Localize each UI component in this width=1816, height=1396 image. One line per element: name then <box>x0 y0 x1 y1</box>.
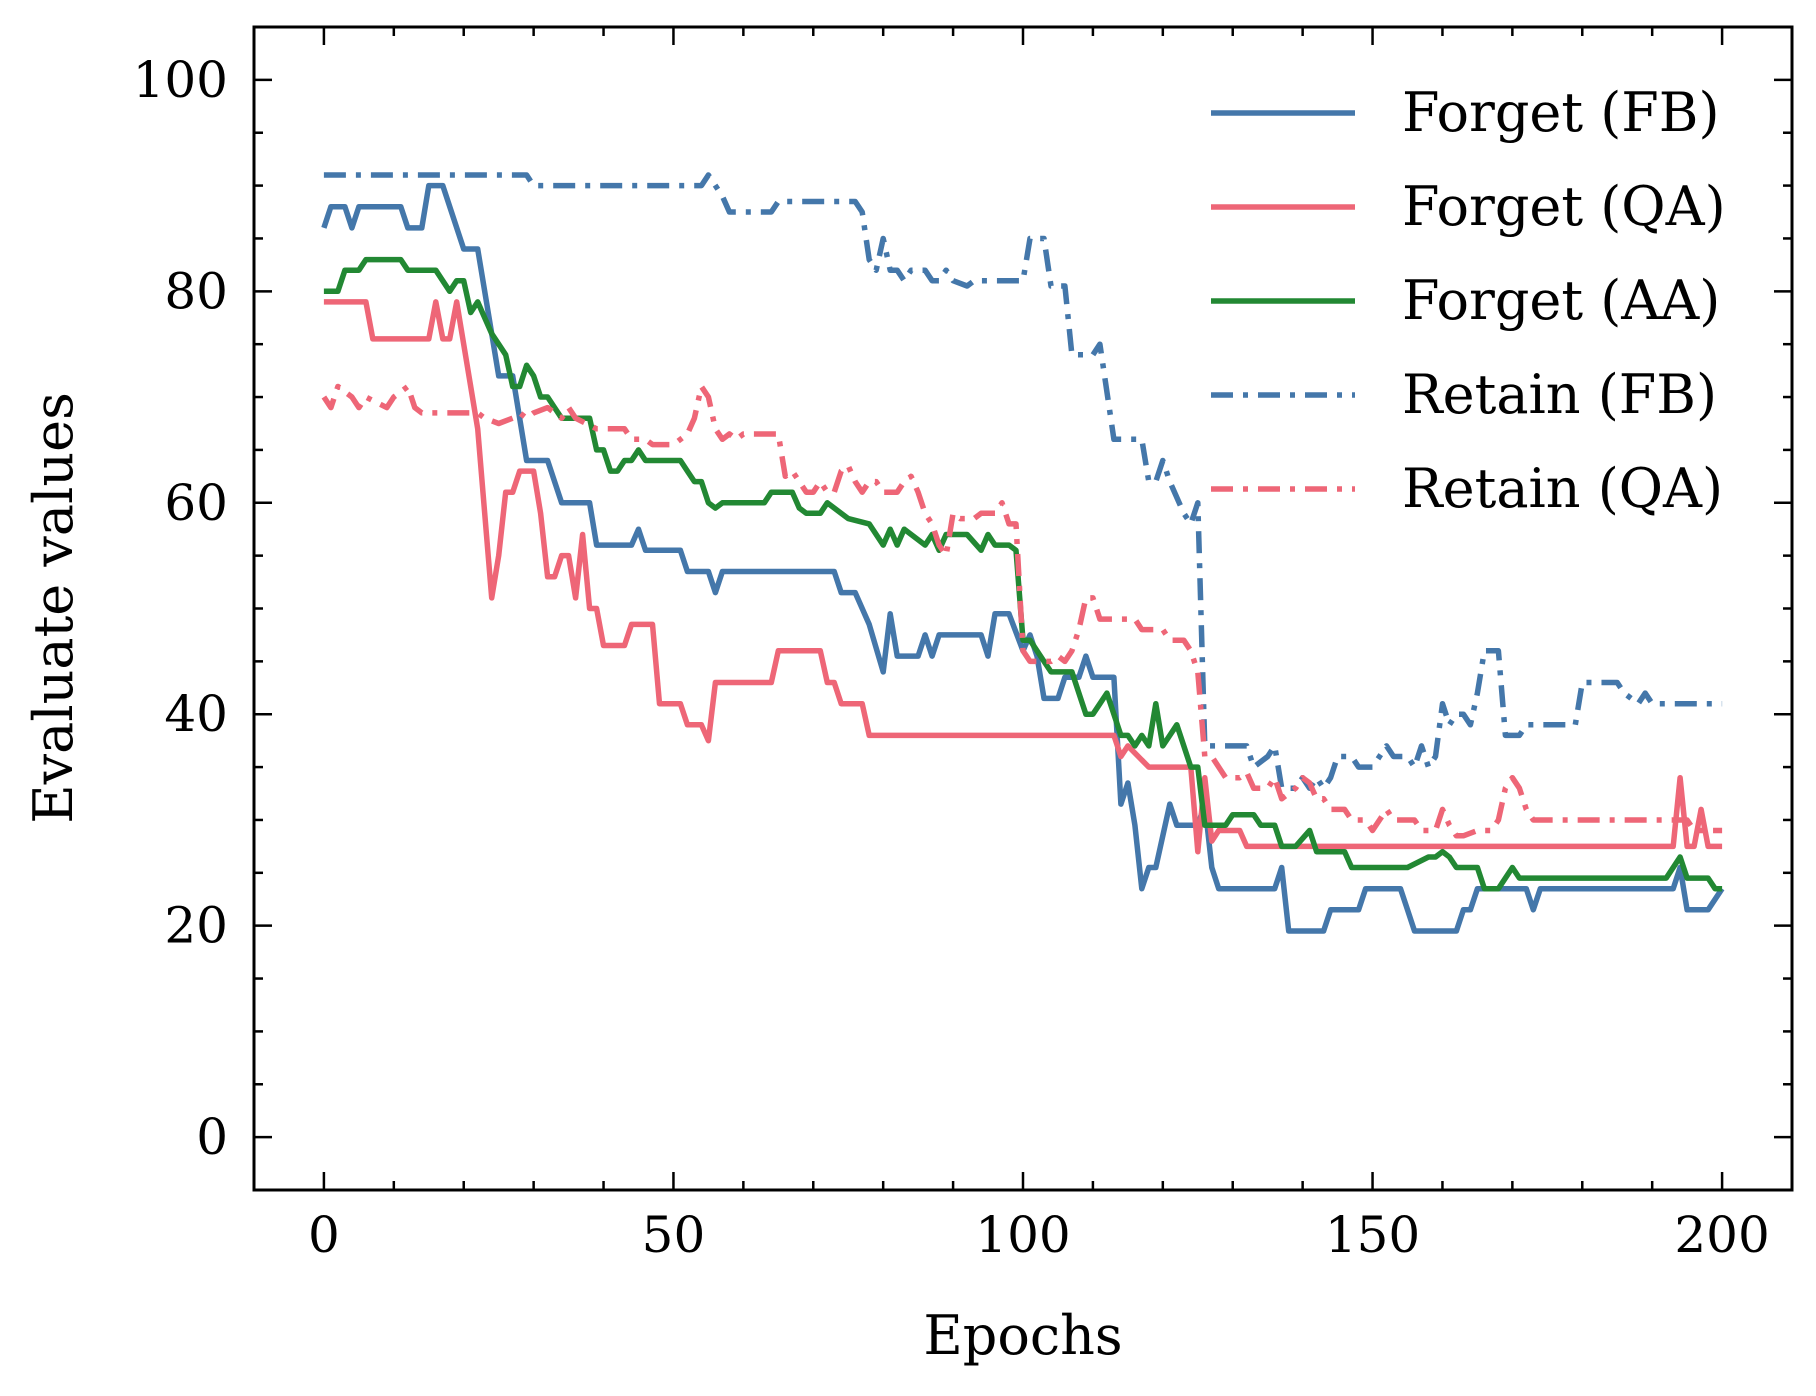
series-line-2 <box>323 256 1723 892</box>
y-tick-label: 60 <box>164 474 228 532</box>
y-tick-label: 40 <box>164 685 228 743</box>
legend-label: Forget (FB) <box>1402 81 1720 144</box>
tick-labels-layer: 0 50 100 150 200 0 20 40 60 80 100 <box>133 51 1770 1264</box>
plot-frame <box>252 25 1794 1192</box>
x-tick-label: 50 <box>642 1206 706 1264</box>
y-axis-label: Evaluate values <box>22 392 85 824</box>
series-layer <box>321 172 1725 934</box>
legend-label: Forget (QA) <box>1402 175 1726 238</box>
series-line-4 <box>321 383 1723 839</box>
series-line-1 <box>323 299 1723 855</box>
x-tick-label: 100 <box>975 1206 1070 1264</box>
y-tick-label: 100 <box>133 51 228 109</box>
legend: Forget (FB) Forget (QA) Forget (AA) Retain … <box>1211 81 1726 520</box>
x-tick-label: 0 <box>308 1206 340 1264</box>
x-tick-label: 150 <box>1325 1206 1420 1264</box>
y-tick-label: 20 <box>164 897 228 955</box>
y-tick-label: 80 <box>164 262 228 320</box>
legend-label: Forget (AA) <box>1402 269 1720 332</box>
legend-label: Retain (FB) <box>1402 363 1717 426</box>
legend-label: Retain (QA) <box>1402 457 1723 520</box>
x-tick-label: 200 <box>1674 1206 1769 1264</box>
series-line-3 <box>323 172 1723 791</box>
x-axis-label: Epochs <box>923 1304 1122 1367</box>
y-tick-label: 0 <box>196 1108 228 1166</box>
